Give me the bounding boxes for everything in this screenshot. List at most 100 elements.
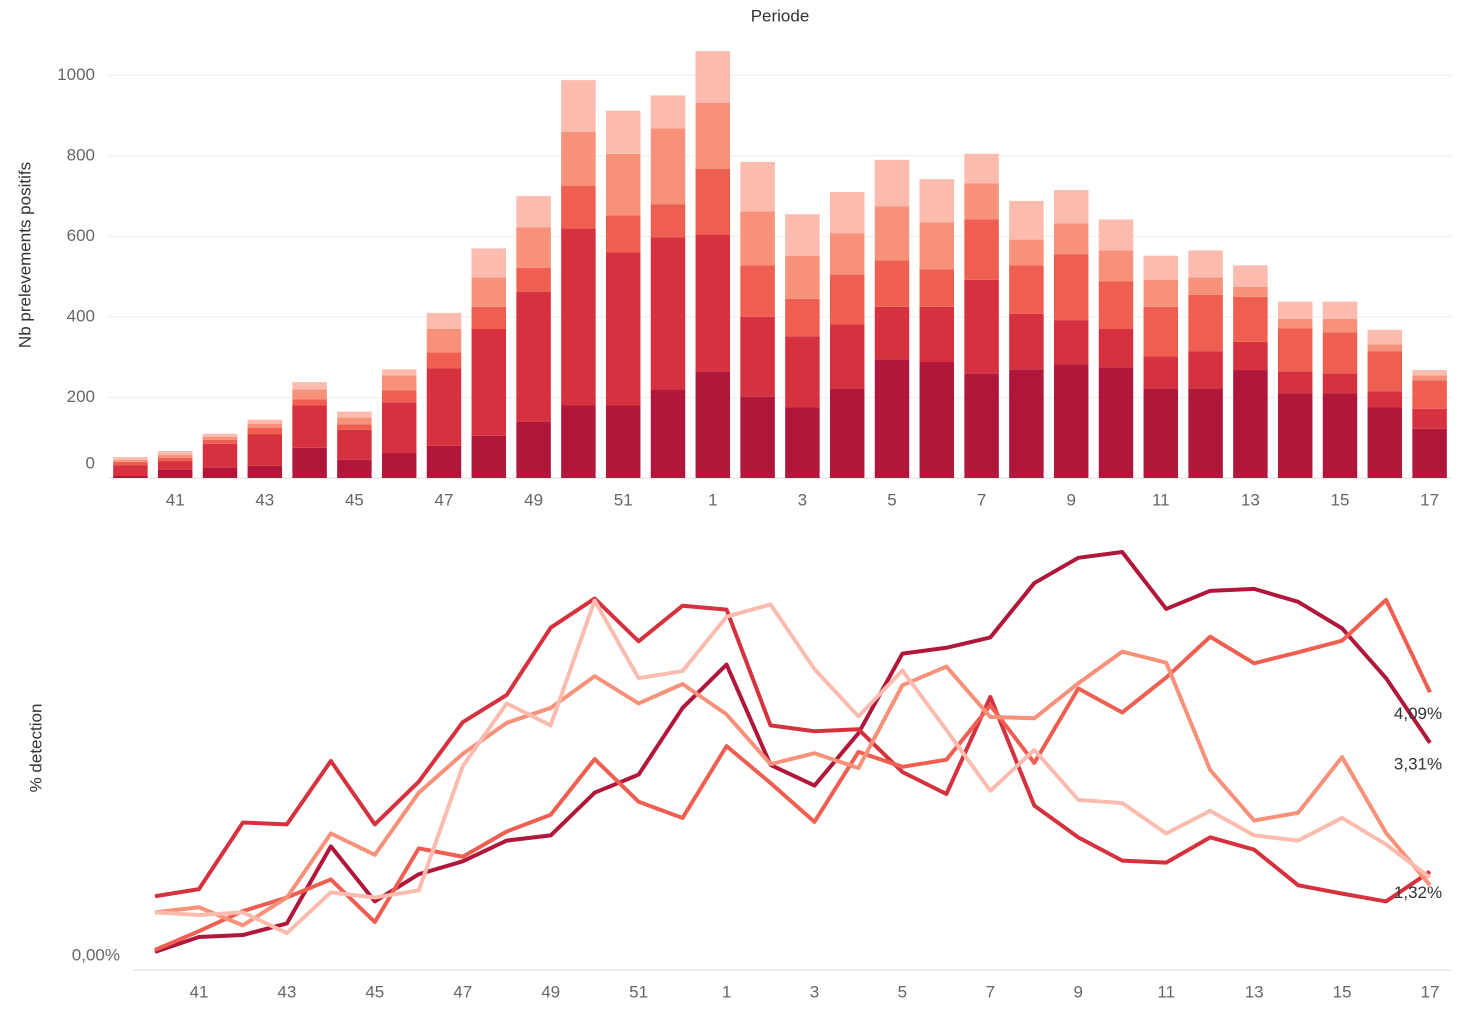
x-tick-label: 17 (1420, 490, 1439, 509)
bar-segment (247, 465, 283, 478)
bar-segment (695, 371, 731, 478)
bar-segment (1188, 294, 1223, 352)
bar-segment (874, 159, 910, 207)
bar-segment (874, 306, 910, 360)
bar-segment (471, 435, 507, 478)
bar-segment (561, 405, 596, 478)
bar-segment (292, 389, 327, 400)
bar-segment (1188, 277, 1223, 295)
bar-segment (919, 306, 955, 363)
x-tick-label: 49 (524, 490, 543, 509)
bar-segment (426, 312, 462, 329)
bar-segment (740, 161, 775, 212)
bar-segment (1009, 200, 1044, 240)
bar-segment (1233, 296, 1268, 342)
x-tick-label: 43 (255, 490, 274, 509)
bar-segment (1322, 332, 1358, 374)
bar-segment (829, 388, 865, 478)
bar-segment (650, 95, 686, 129)
bar-segment (1412, 428, 1447, 478)
bar-segment (1277, 328, 1313, 372)
bar-segment (740, 316, 775, 397)
bar-segment (919, 269, 955, 307)
bar-segment (426, 445, 462, 478)
x-tick-label: 15 (1331, 490, 1350, 509)
bar-segment (247, 423, 283, 428)
bar-segment (1009, 265, 1044, 314)
bar-segment (113, 465, 148, 476)
bar-segment (1367, 391, 1403, 408)
bar-segment (202, 433, 238, 437)
chart-title: Periode (751, 6, 810, 25)
bar-segment (1098, 328, 1134, 368)
x-tick-label: 45 (345, 490, 364, 509)
bar-segment (1143, 255, 1179, 280)
bar-segment (426, 368, 462, 446)
bar-segment (1098, 367, 1134, 478)
bar-segment (516, 227, 551, 268)
x-tick-label: 51 (614, 490, 633, 509)
data-label: 1,32% (1394, 883, 1442, 902)
bar-segment (1143, 306, 1179, 357)
x-tick-label: 3 (810, 982, 819, 1001)
bar-segment (426, 352, 462, 369)
bar-segment (1009, 239, 1044, 266)
bar-segment (695, 234, 731, 372)
bar-segment (1009, 369, 1044, 478)
bar-segment (919, 179, 955, 223)
bar-segment (202, 436, 238, 440)
bar-segment (874, 206, 910, 261)
line (154, 550, 1432, 954)
bar-segment (829, 324, 865, 389)
bar-segment (381, 369, 417, 376)
bar-segment (1098, 250, 1134, 282)
bar-segment (1233, 341, 1268, 371)
bar-segment (1053, 320, 1089, 365)
x-tick-label: 51 (629, 982, 648, 1001)
bar-segment (202, 467, 238, 478)
bar-segment (1367, 344, 1403, 352)
y-axis-title: Nb prelevements positifs (15, 162, 34, 348)
bar-segment (785, 407, 820, 478)
bar-segment (157, 461, 193, 470)
bar-segment (516, 196, 551, 228)
line (154, 597, 1432, 952)
data-label: 3,31% (1394, 754, 1442, 773)
y-tick-label: 200 (67, 387, 95, 406)
bar-segment (650, 237, 686, 390)
bar-segment (785, 214, 820, 256)
bar-segment (1098, 219, 1134, 251)
bar-segment (1412, 408, 1447, 429)
bar-segment (829, 192, 865, 234)
x-tick-label: 45 (365, 982, 384, 1001)
x-tick-label: 1 (708, 490, 717, 509)
y-tick-label: 1000 (57, 65, 95, 84)
x-tick-label: 13 (1241, 490, 1260, 509)
y-tick-label: 800 (67, 145, 95, 164)
bar-segment (381, 453, 417, 478)
bar-segment (113, 461, 148, 466)
y-tick-label: 0,00% (72, 945, 120, 964)
x-tick-label: 43 (277, 982, 296, 1001)
bar-segment (381, 375, 417, 391)
bar-segment (337, 459, 372, 478)
bar-segment (695, 51, 731, 103)
bar-segment (874, 359, 910, 478)
bar-segment (874, 260, 910, 307)
bar-segment (337, 417, 372, 425)
bar-segment (157, 469, 193, 478)
bar-segment (471, 277, 507, 307)
bar-segment (292, 382, 327, 390)
bar-segment (695, 102, 731, 169)
bar-segment (157, 455, 193, 458)
bar-segment (1367, 407, 1403, 478)
bar-segment (1277, 371, 1313, 394)
bar-segment (561, 186, 596, 229)
bar-segment (516, 267, 551, 292)
bar-segment (1412, 370, 1447, 376)
bar-segment (561, 80, 596, 132)
bar-segment (1143, 279, 1179, 307)
bar-segment (695, 168, 731, 235)
bar-segment (1053, 364, 1089, 478)
